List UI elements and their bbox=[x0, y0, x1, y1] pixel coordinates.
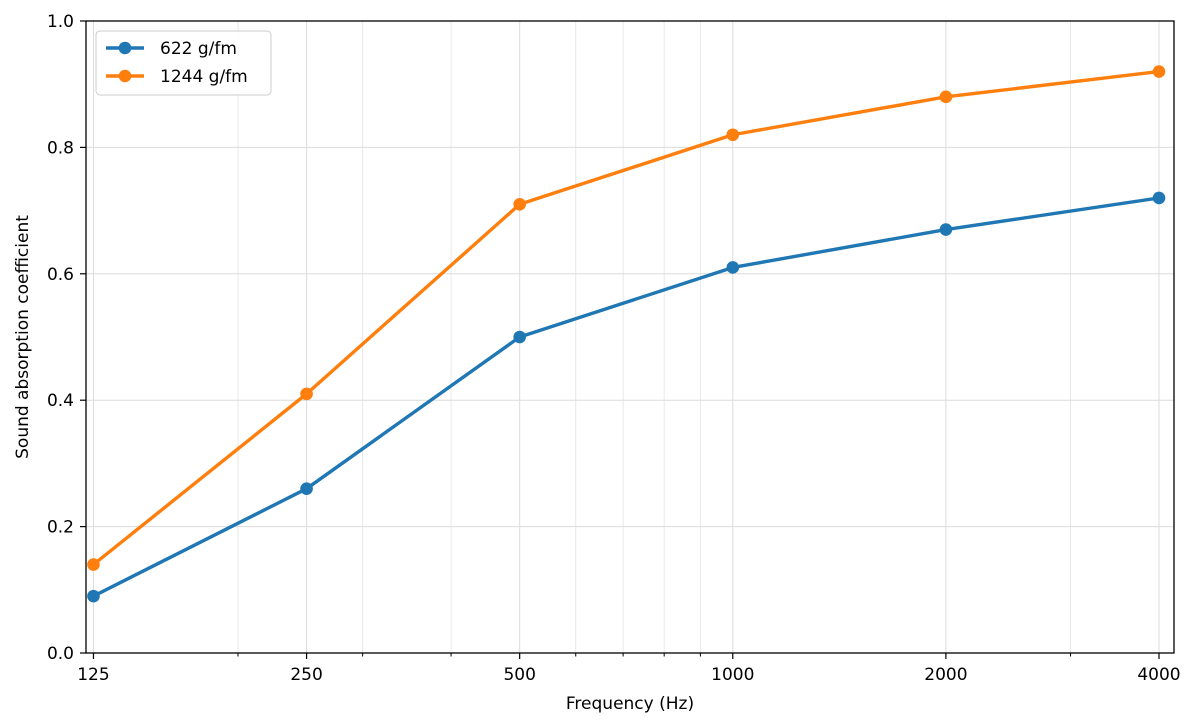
x-tick-label: 500 bbox=[503, 665, 535, 685]
x-tick-label: 4000 bbox=[1137, 665, 1180, 685]
plot-area-frame bbox=[85, 20, 1175, 654]
data-point bbox=[87, 558, 100, 571]
grid bbox=[86, 20, 1174, 654]
data-point bbox=[1152, 191, 1166, 205]
y-tick-label: 0.4 bbox=[47, 391, 74, 411]
legend-marker bbox=[118, 69, 132, 83]
x-tick-label: 1000 bbox=[711, 665, 754, 685]
x-tick-label: 125 bbox=[77, 665, 109, 685]
x-axis-label: Frequency (Hz) bbox=[566, 694, 694, 714]
legend-label: 622 g/fm bbox=[160, 39, 237, 59]
x-tick-label: 250 bbox=[290, 665, 322, 685]
data-point bbox=[513, 197, 526, 211]
series-line bbox=[91, 69, 1161, 567]
data-point bbox=[726, 128, 740, 142]
series-line bbox=[91, 196, 1161, 598]
y-tick-label: 0.6 bbox=[47, 265, 74, 285]
data-point bbox=[513, 330, 526, 344]
y-tick-label: 0.2 bbox=[47, 518, 74, 538]
data-point bbox=[939, 90, 953, 104]
data-point bbox=[87, 589, 100, 603]
data-point bbox=[1152, 65, 1166, 78]
data-point bbox=[939, 223, 953, 236]
axes: 125 250 500 1000 2000 4000 0.0 0.2 0.4 0.6 0.8 1.0 bbox=[47, 12, 1181, 685]
series-layer bbox=[87, 65, 1166, 603]
legend-item: 1244 g/fm bbox=[106, 67, 248, 87]
y-tick-label: 0.0 bbox=[47, 644, 74, 664]
data-point bbox=[300, 482, 313, 495]
series-1 bbox=[87, 191, 1166, 603]
legend: 622 g/fm 1244 g/fm bbox=[95, 30, 272, 96]
legend-item: 622 g/fm bbox=[106, 39, 237, 59]
y-axis-label: Sound absorption coefficient bbox=[13, 215, 33, 459]
data-point bbox=[726, 261, 740, 274]
series-2 bbox=[87, 65, 1166, 571]
x-tick-label: 2000 bbox=[924, 665, 967, 685]
data-point bbox=[300, 387, 313, 401]
y-tick-label: 0.8 bbox=[47, 138, 74, 158]
legend-marker bbox=[118, 41, 132, 55]
y-tick-label: 1.0 bbox=[47, 12, 74, 32]
legend-label: 1244 g/fm bbox=[160, 67, 248, 87]
